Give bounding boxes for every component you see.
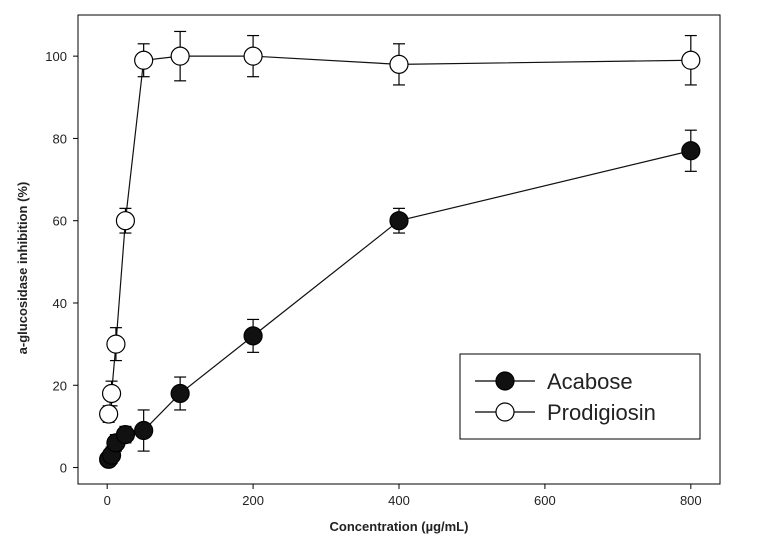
data-point-prodigiosin <box>681 50 701 70</box>
data-point-prodigiosin <box>243 46 263 66</box>
legend: Acabose Prodigiosin <box>459 353 701 440</box>
data-point-prodigiosin <box>389 54 409 74</box>
series-prodigiosin <box>99 30 701 424</box>
data-point-prodigiosin <box>170 46 190 66</box>
x-axis: 0 200 400 600 800 <box>104 484 702 508</box>
legend-box <box>459 353 701 440</box>
y-axis-title: a-glucosidase inhibition (%) <box>15 182 30 355</box>
x-tick-label: 0 <box>104 493 111 508</box>
data-point-prodigiosin <box>106 334 126 354</box>
data-point-prodigiosin <box>134 50 154 70</box>
x-tick-label: 400 <box>388 493 410 508</box>
x-axis-title: Concentration (µg/mL) <box>330 519 469 534</box>
y-tick-label: 0 <box>60 461 67 476</box>
legend-label-acabose: Acabose <box>547 369 633 394</box>
data-point-acabose <box>134 420 154 441</box>
y-tick-label: 80 <box>53 131 67 146</box>
series-acabose <box>99 129 701 469</box>
data-point-acabose <box>681 141 701 161</box>
data-point-prodigiosin <box>101 383 122 404</box>
data-point-acabose <box>170 383 190 404</box>
series-layer <box>99 30 701 469</box>
legend-marker-prodigiosin <box>495 402 515 422</box>
data-point-prodigiosin <box>115 211 136 231</box>
legend-label-prodigiosin: Prodigiosin <box>547 400 656 425</box>
legend-marker-acabose <box>495 371 515 391</box>
y-tick-label: 100 <box>45 49 67 64</box>
data-point-prodigiosin <box>99 404 119 424</box>
y-axis: 0 20 40 60 80 100 <box>45 49 78 476</box>
y-tick-label: 40 <box>53 296 67 311</box>
y-tick-label: 20 <box>53 378 67 393</box>
x-tick-label: 600 <box>534 493 556 508</box>
x-tick-label: 800 <box>680 493 702 508</box>
data-point-acabose <box>115 425 136 445</box>
x-tick-label: 200 <box>242 493 264 508</box>
data-point-acabose <box>243 326 263 346</box>
data-point-acabose <box>389 211 409 231</box>
y-tick-label: 60 <box>53 214 67 229</box>
